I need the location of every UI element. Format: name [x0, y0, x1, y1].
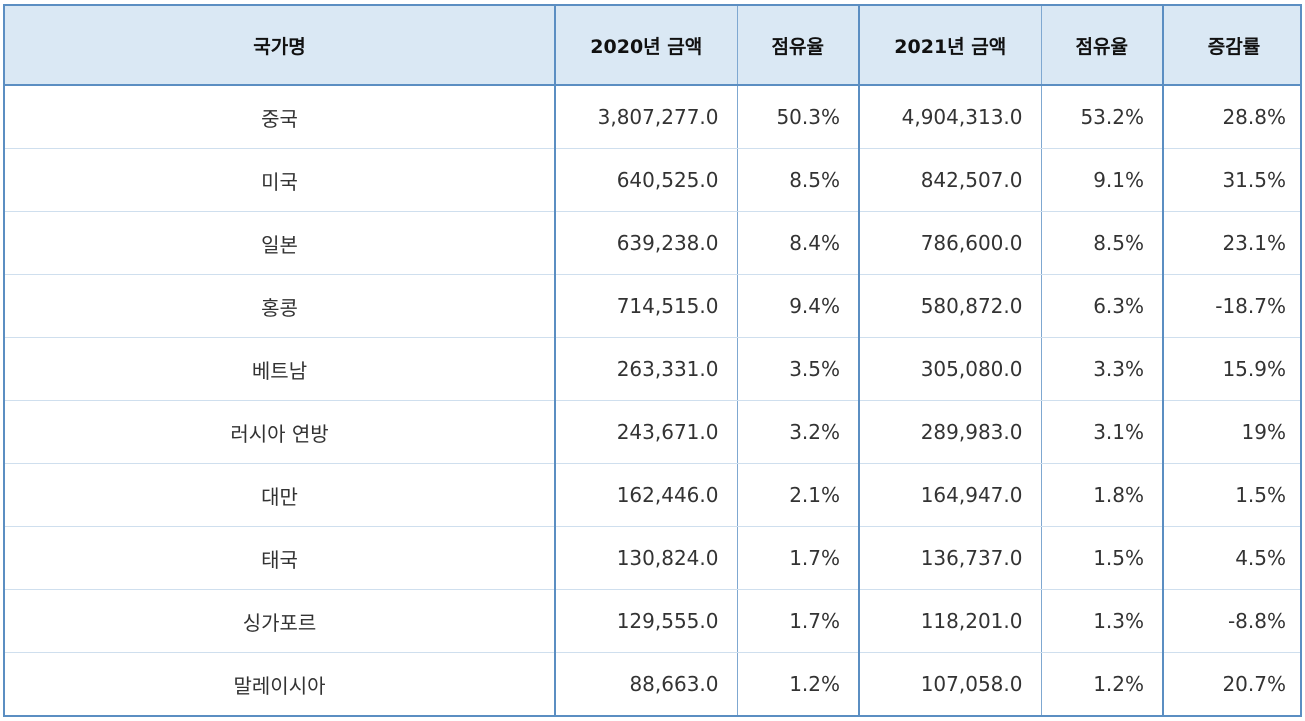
cell-country: 일본 — [5, 211, 556, 275]
cell-amount-2020: 640,525.0 — [555, 148, 738, 212]
table-header: 국가명 2020년 금액 점유율 2021년 금액 점유율 증감률 — [5, 6, 1300, 86]
table-row: 미국 640,525.0 8.5% 842,507.0 9.1% 31.5% — [5, 148, 1300, 212]
table-row: 홍콩 714,515.0 9.4% 580,872.0 6.3% -18.7% — [5, 274, 1300, 338]
cell-country: 홍콩 — [5, 274, 556, 338]
cell-share-2021: 3.1% — [1041, 400, 1164, 464]
cell-share-2021: 1.2% — [1041, 652, 1164, 715]
cell-share-2021: 1.5% — [1041, 526, 1164, 590]
cell-share-2020: 8.4% — [737, 211, 860, 275]
cell-growth-rate: 20.7% — [1222, 672, 1286, 696]
cell-amount-2020: 243,671.0 — [555, 400, 738, 464]
cell-amount-2020: 263,331.0 — [555, 337, 738, 401]
header-share-2020: 점유율 — [737, 6, 860, 86]
cell-country: 중국 — [5, 85, 556, 149]
table-row: 중국 3,807,277.0 50.3% 4,904,313.0 53.2% 2… — [5, 85, 1300, 149]
cell-country: 태국 — [5, 526, 556, 590]
cell-amount-2020: 639,238.0 — [555, 211, 738, 275]
cell-amount-2020: 162,446.0 — [555, 463, 738, 527]
cell-country: 대만 — [5, 463, 556, 527]
cell-amount-2020: 88,663.0 — [555, 652, 738, 715]
cell-share-2020: 1.7% — [737, 589, 860, 653]
table-row: 베트남 263,331.0 3.5% 305,080.0 3.3% 15.9% — [5, 337, 1300, 401]
cell-share-2021: 6.3% — [1041, 274, 1164, 338]
cell-share-2020: 8.5% — [737, 148, 860, 212]
cell-amount-2021: 842,507.0 — [859, 148, 1042, 212]
table-row: 러시아 연방 243,671.0 3.2% 289,983.0 3.1% 19% — [5, 400, 1300, 464]
cell-country: 싱가포르 — [5, 589, 556, 653]
cell-amount-2020: 129,555.0 — [555, 589, 738, 653]
cell-amount-2021: 136,737.0 — [859, 526, 1042, 590]
cell-share-2021: 53.2% — [1041, 85, 1164, 149]
cell-amount-2021: 289,983.0 — [859, 400, 1042, 464]
cell-amount-2021: 305,080.0 — [859, 337, 1042, 401]
cell-amount-2020: 3,807,277.0 — [555, 85, 738, 149]
cell-amount-2020: 130,824.0 — [555, 526, 738, 590]
cell-amount-2021: 107,058.0 — [859, 652, 1042, 715]
cell-amount-2021: 118,201.0 — [859, 589, 1042, 653]
country-export-table: 국가명 2020년 금액 점유율 2021년 금액 점유율 증감률 중국 3,8… — [5, 6, 1300, 715]
cell-growth-rate: 4.5% — [1163, 526, 1300, 590]
cell-share-2020: 1.7% — [737, 526, 860, 590]
cell-country: 말레이시아 — [5, 652, 556, 715]
export-table: 국가명 2020년 금액 점유율 2021년 금액 점유율 증감률 중국 3,8… — [3, 4, 1302, 717]
cell-amount-2021: 164,947.0 — [859, 463, 1042, 527]
cell-growth-rate: 1.5% — [1163, 463, 1300, 527]
table-row: 대만 162,446.0 2.1% 164,947.0 1.8% 1.5% — [5, 463, 1300, 527]
cell-share-2021: 9.1% — [1041, 148, 1164, 212]
cell-growth-rate: -8.8% — [1163, 589, 1300, 653]
cell-share-2020: 1.2% — [737, 652, 860, 715]
header-amount-2021: 2021년 금액 — [859, 6, 1042, 86]
cell-country: 베트남 — [5, 337, 556, 401]
cell-amount-2021: 786,600.0 — [859, 211, 1042, 275]
cell-share-2020: 3.5% — [737, 337, 860, 401]
cell-country: 미국 — [5, 148, 556, 212]
cell-growth-rate: 23.1% — [1163, 211, 1300, 275]
table-row: 일본 639,238.0 8.4% 786,600.0 8.5% 23.1% — [5, 211, 1300, 275]
cell-growth-rate: -18.7% — [1163, 274, 1300, 338]
header-share-2021: 점유율 — [1041, 6, 1164, 86]
cell-amount-2021: 4,904,313.0 — [859, 85, 1042, 149]
cell-share-2020: 3.2% — [737, 400, 860, 464]
cell-amount-2021: 580,872.0 — [859, 274, 1042, 338]
cell-growth-rate: 31.5% — [1163, 148, 1300, 212]
header-growth-rate: 증감률 — [1163, 6, 1300, 86]
cell-share-2021: 1.8% — [1041, 463, 1164, 527]
cell-share-2020: 50.3% — [737, 85, 860, 149]
header-amount-2020: 2020년 금액 — [555, 6, 738, 86]
table-row: 태국 130,824.0 1.7% 136,737.0 1.5% 4.5% — [5, 526, 1300, 590]
table-row: 싱가포르 129,555.0 1.7% 118,201.0 1.3% -8.8% — [5, 589, 1300, 653]
cell-growth-rate: 28.8% — [1163, 85, 1300, 149]
cell-share-2021: 3.3% — [1041, 337, 1164, 401]
cell-share-2020: 2.1% — [737, 463, 860, 527]
cell-share-2021: 8.5% — [1041, 211, 1164, 275]
cell-country: 러시아 연방 — [5, 400, 556, 464]
cell-amount-2020: 714,515.0 — [555, 274, 738, 338]
cell-growth-rate: 15.9% — [1163, 337, 1300, 401]
table-row: 말레이시아 88,663.0 1.2% 107,058.0 1.2% 20.7% — [5, 652, 1300, 715]
table-body: 중국 3,807,277.0 50.3% 4,904,313.0 53.2% 2… — [5, 85, 1300, 715]
cell-growth-rate: 19% — [1163, 400, 1300, 464]
cell-share-2021: 1.3% — [1041, 589, 1164, 653]
cell-share-2020: 9.4% — [737, 274, 860, 338]
header-row: 국가명 2020년 금액 점유율 2021년 금액 점유율 증감률 — [5, 6, 1300, 86]
header-country: 국가명 — [5, 6, 556, 86]
